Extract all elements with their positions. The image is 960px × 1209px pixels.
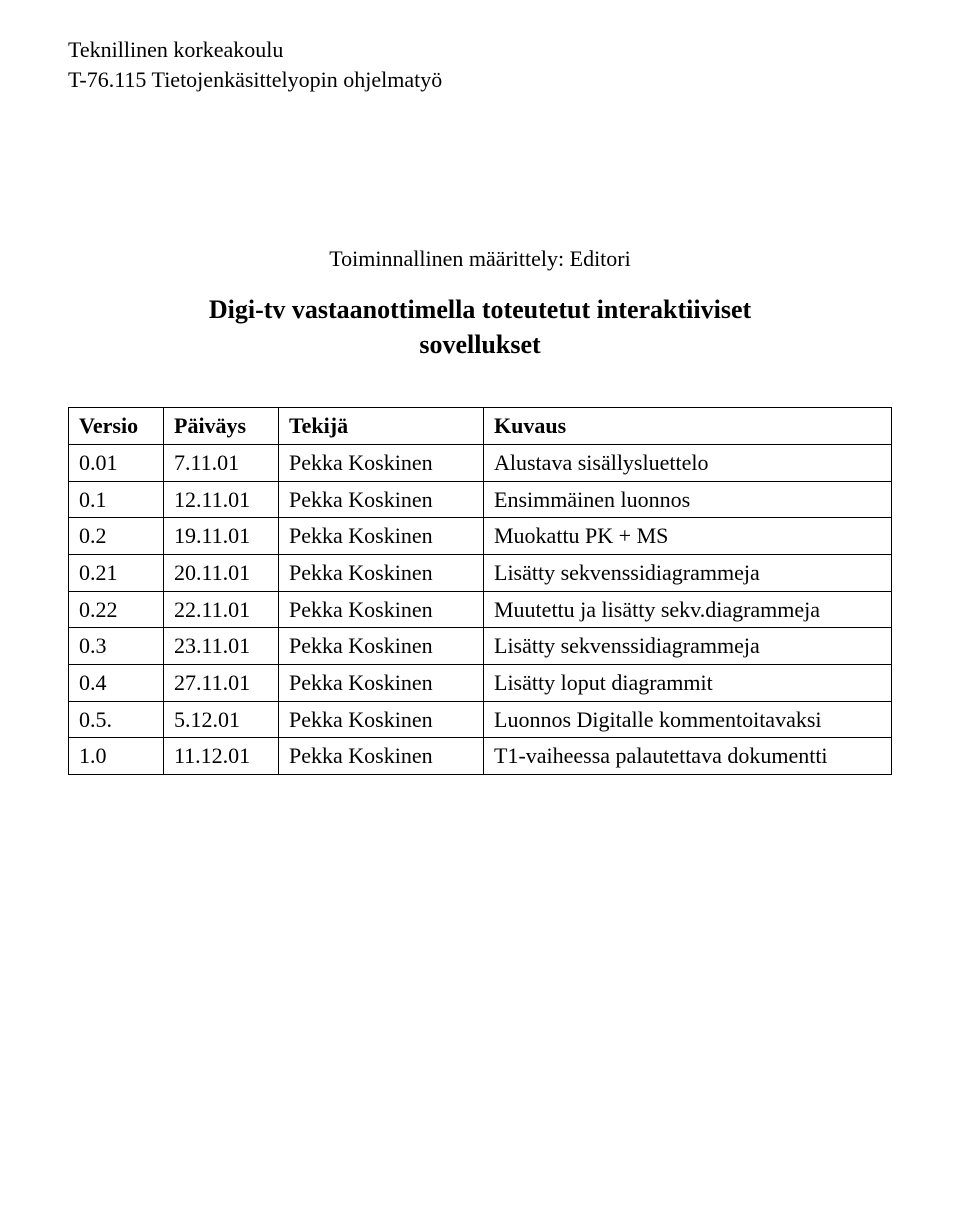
cell-kuvaus: Muokattu PK + MS [484,518,892,555]
cell-tekija: Pekka Koskinen [279,738,484,775]
cell-paivays: 7.11.01 [164,444,279,481]
cell-tekija: Pekka Koskinen [279,701,484,738]
cell-tekija: Pekka Koskinen [279,444,484,481]
column-header-versio: Versio [69,408,164,445]
cell-paivays: 22.11.01 [164,591,279,628]
cell-kuvaus: Muutettu ja lisätty sekv.diagrammeja [484,591,892,628]
cell-paivays: 19.11.01 [164,518,279,555]
table-row: 0.1 12.11.01 Pekka Koskinen Ensimmäinen … [69,481,892,518]
cell-versio: 0.1 [69,481,164,518]
cell-kuvaus: Lisätty sekvenssidiagrammeja [484,555,892,592]
cell-versio: 0.2 [69,518,164,555]
table-row: 0.5. 5.12.01 Pekka Koskinen Luonnos Digi… [69,701,892,738]
document-title-block: Toiminnallinen määrittely: Editori Digi-… [68,244,892,362]
cell-versio: 0.3 [69,628,164,665]
document-header: Teknillinen korkeakoulu T-76.115 Tietoje… [68,35,892,94]
cell-tekija: Pekka Koskinen [279,665,484,702]
cell-kuvaus: Luonnos Digitalle kommentoitavaksi [484,701,892,738]
cell-versio: 0.4 [69,665,164,702]
cell-kuvaus: T1-vaiheessa palautettava dokumentti [484,738,892,775]
cell-tekija: Pekka Koskinen [279,481,484,518]
cell-versio: 0.21 [69,555,164,592]
cell-tekija: Pekka Koskinen [279,518,484,555]
table-row: 0.01 7.11.01 Pekka Koskinen Alustava sis… [69,444,892,481]
document-subtitle: Toiminnallinen määrittely: Editori [68,244,892,274]
table-header-row: Versio Päiväys Tekijä Kuvaus [69,408,892,445]
cell-tekija: Pekka Koskinen [279,555,484,592]
cell-paivays: 27.11.01 [164,665,279,702]
cell-paivays: 20.11.01 [164,555,279,592]
cell-kuvaus: Lisätty loput diagrammit [484,665,892,702]
document-main-title: Digi-tv vastaanottimella toteutetut inte… [68,292,892,362]
cell-versio: 0.5. [69,701,164,738]
table-row: 0.4 27.11.01 Pekka Koskinen Lisätty lopu… [69,665,892,702]
table-row: 1.0 11.12.01 Pekka Koskinen T1-vaiheessa… [69,738,892,775]
cell-kuvaus: Ensimmäinen luonnos [484,481,892,518]
cell-paivays: 11.12.01 [164,738,279,775]
cell-tekija: Pekka Koskinen [279,628,484,665]
cell-versio: 0.22 [69,591,164,628]
table-row: 0.3 23.11.01 Pekka Koskinen Lisätty sekv… [69,628,892,665]
institution-name: Teknillinen korkeakoulu [68,35,892,65]
column-header-kuvaus: Kuvaus [484,408,892,445]
cell-paivays: 5.12.01 [164,701,279,738]
cell-versio: 1.0 [69,738,164,775]
version-history-table: Versio Päiväys Tekijä Kuvaus 0.01 7.11.0… [68,407,892,775]
cell-tekija: Pekka Koskinen [279,591,484,628]
table-row: 0.21 20.11.01 Pekka Koskinen Lisätty sek… [69,555,892,592]
course-code: T-76.115 Tietojenkäsittelyopin ohjelmaty… [68,65,892,95]
table-row: 0.22 22.11.01 Pekka Koskinen Muutettu ja… [69,591,892,628]
cell-versio: 0.01 [69,444,164,481]
main-title-line2: sovellukset [419,330,540,359]
cell-kuvaus: Lisätty sekvenssidiagrammeja [484,628,892,665]
table-row: 0.2 19.11.01 Pekka Koskinen Muokattu PK … [69,518,892,555]
column-header-paivays: Päiväys [164,408,279,445]
cell-paivays: 12.11.01 [164,481,279,518]
column-header-tekija: Tekijä [279,408,484,445]
cell-kuvaus: Alustava sisällysluettelo [484,444,892,481]
table-body: 0.01 7.11.01 Pekka Koskinen Alustava sis… [69,444,892,774]
main-title-line1: Digi-tv vastaanottimella toteutetut inte… [209,295,751,324]
cell-paivays: 23.11.01 [164,628,279,665]
